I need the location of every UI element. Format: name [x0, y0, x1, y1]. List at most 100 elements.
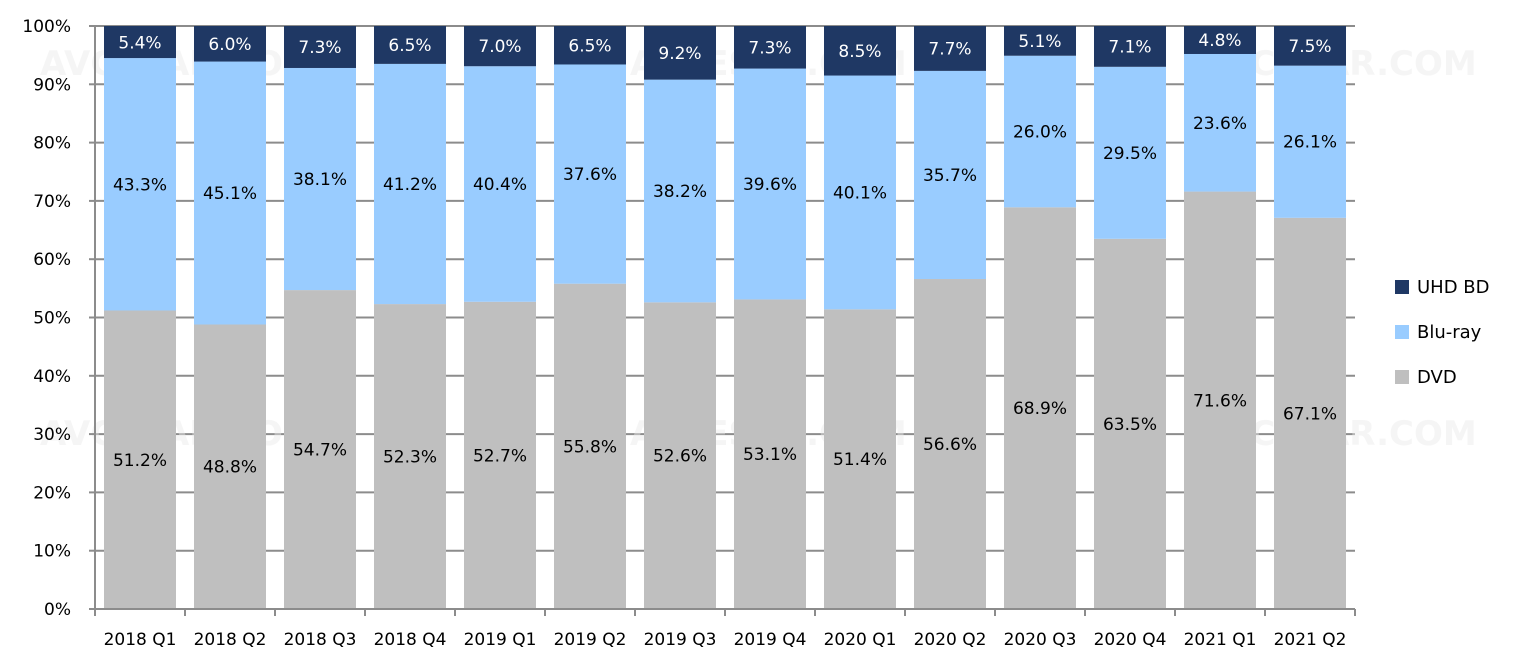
y-tick-label: 30%: [33, 425, 71, 445]
bar-dvd: [194, 324, 266, 609]
bar-blu-ray: [284, 67, 356, 291]
data-label: 6.5%: [388, 36, 431, 56]
y-tick-label: 80%: [33, 134, 71, 154]
axes: 0% 10% 20% 30% 40% 50% 60% 70% 80% 90% 100% 2018 Q1…: [22, 17, 1356, 650]
x-tick-label: 2020 Q1: [824, 630, 897, 650]
data-label: 9.2%: [658, 44, 701, 64]
legend: UHD BD Blu-ray DVD: [1395, 277, 1490, 388]
data-label: 52.3%: [383, 448, 437, 468]
x-tick-label: 2021 Q2: [1274, 630, 1347, 650]
bars: [104, 26, 1346, 610]
bar-dvd: [734, 299, 806, 609]
bar-dvd: [1004, 207, 1076, 610]
bar-blu-ray: [464, 66, 536, 302]
bar-blu-ray: [374, 63, 446, 305]
legend-label: DVD: [1417, 367, 1457, 388]
bar-uhd-bd: [374, 26, 446, 64]
bar-blu-ray: [824, 75, 896, 310]
bar-blu-ray: [1094, 66, 1166, 239]
data-label: 6.5%: [568, 37, 611, 57]
y-tick-label: 90%: [33, 75, 71, 95]
data-label: 63.5%: [1103, 415, 1157, 435]
data-label: 43.3%: [113, 175, 167, 195]
x-tick-label: 2019 Q2: [554, 630, 627, 650]
bar-uhd-bd: [1004, 26, 1076, 56]
data-label: 7.3%: [748, 38, 791, 58]
data-label: 54.7%: [293, 441, 347, 461]
bar-dvd: [824, 309, 896, 609]
bar-blu-ray: [644, 79, 716, 303]
bar-dvd: [1274, 217, 1346, 609]
legend-label: Blu-ray: [1417, 322, 1482, 343]
data-label: 71.6%: [1193, 391, 1247, 411]
data-label: 55.8%: [563, 437, 617, 457]
data-label: 26.1%: [1283, 133, 1337, 153]
bar-uhd-bd: [1274, 26, 1346, 66]
bar-dvd: [644, 302, 716, 609]
x-tick-label: 2019 Q4: [734, 630, 807, 650]
data-label: 45.1%: [203, 184, 257, 204]
y-tick-label: 0%: [44, 600, 71, 620]
x-tick-label: 2018 Q3: [284, 630, 357, 650]
bar-blu-ray: [1184, 53, 1256, 192]
data-label: 67.1%: [1283, 404, 1337, 424]
y-tick-label: 50%: [33, 309, 71, 329]
bar-uhd-bd: [1184, 26, 1256, 54]
legend-swatch: [1395, 325, 1409, 339]
data-labels: 51.2% 43.3% 5.4% 48.8% 45.1% 6.0% 54.7% 38.1% 7.…: [113, 31, 1337, 478]
bar-uhd-bd: [824, 26, 896, 76]
bar-dvd: [554, 283, 626, 609]
data-label: 51.2%: [113, 451, 167, 471]
bar-uhd-bd: [194, 26, 266, 62]
x-tick-label: 2018 Q2: [194, 630, 267, 650]
legend-label: UHD BD: [1417, 277, 1490, 298]
y-tick-label: 10%: [33, 542, 71, 562]
x-tick-label: 2018 Q4: [374, 630, 447, 650]
y-tick-label: 70%: [33, 192, 71, 212]
data-label: 37.6%: [563, 165, 617, 185]
data-label: 53.1%: [743, 445, 797, 465]
data-label: 29.5%: [1103, 144, 1157, 164]
bar-blu-ray: [104, 58, 176, 311]
data-label: 38.1%: [293, 170, 347, 190]
bar-uhd-bd: [284, 26, 356, 68]
bar-uhd-bd: [644, 26, 716, 80]
data-label: 7.0%: [478, 37, 521, 57]
x-tick-label: 2019 Q1: [464, 630, 537, 650]
data-label: 35.7%: [923, 166, 977, 186]
data-label: 41.2%: [383, 175, 437, 195]
x-tick-label: 2018 Q1: [104, 630, 177, 650]
data-label: 23.6%: [1193, 114, 1247, 134]
bar-uhd-bd: [734, 26, 806, 69]
bar-blu-ray: [1004, 55, 1076, 208]
data-label: 38.2%: [653, 182, 707, 202]
data-label: 4.8%: [1198, 31, 1241, 51]
data-label: 68.9%: [1013, 399, 1067, 419]
y-tick-label: 100%: [22, 17, 71, 37]
bar-dvd: [374, 304, 446, 609]
bar-dvd: [914, 279, 986, 609]
data-label: 26.0%: [1013, 123, 1067, 143]
x-tick-label: 2019 Q3: [644, 630, 717, 650]
data-label: 51.4%: [833, 450, 887, 470]
legend-swatch: [1395, 280, 1409, 294]
bar-dvd: [284, 290, 356, 609]
bar-uhd-bd: [554, 26, 626, 65]
y-tick-label: 20%: [33, 483, 71, 503]
x-tick-label: 2021 Q1: [1184, 630, 1257, 650]
bar-blu-ray: [914, 70, 986, 280]
data-label: 40.4%: [473, 175, 527, 195]
x-tick-label: 2020 Q3: [1004, 630, 1077, 650]
legend-swatch: [1395, 370, 1409, 384]
watermark-text: AVCESAR.COM: [40, 44, 317, 84]
data-label: 6.0%: [208, 35, 251, 55]
bar-uhd-bd: [104, 26, 176, 59]
data-label: 5.4%: [118, 33, 161, 53]
data-label: 40.1%: [833, 183, 887, 203]
data-label: 8.5%: [838, 42, 881, 62]
bar-blu-ray: [554, 64, 626, 284]
data-label: 7.1%: [1108, 37, 1151, 57]
bar-blu-ray: [194, 61, 266, 325]
